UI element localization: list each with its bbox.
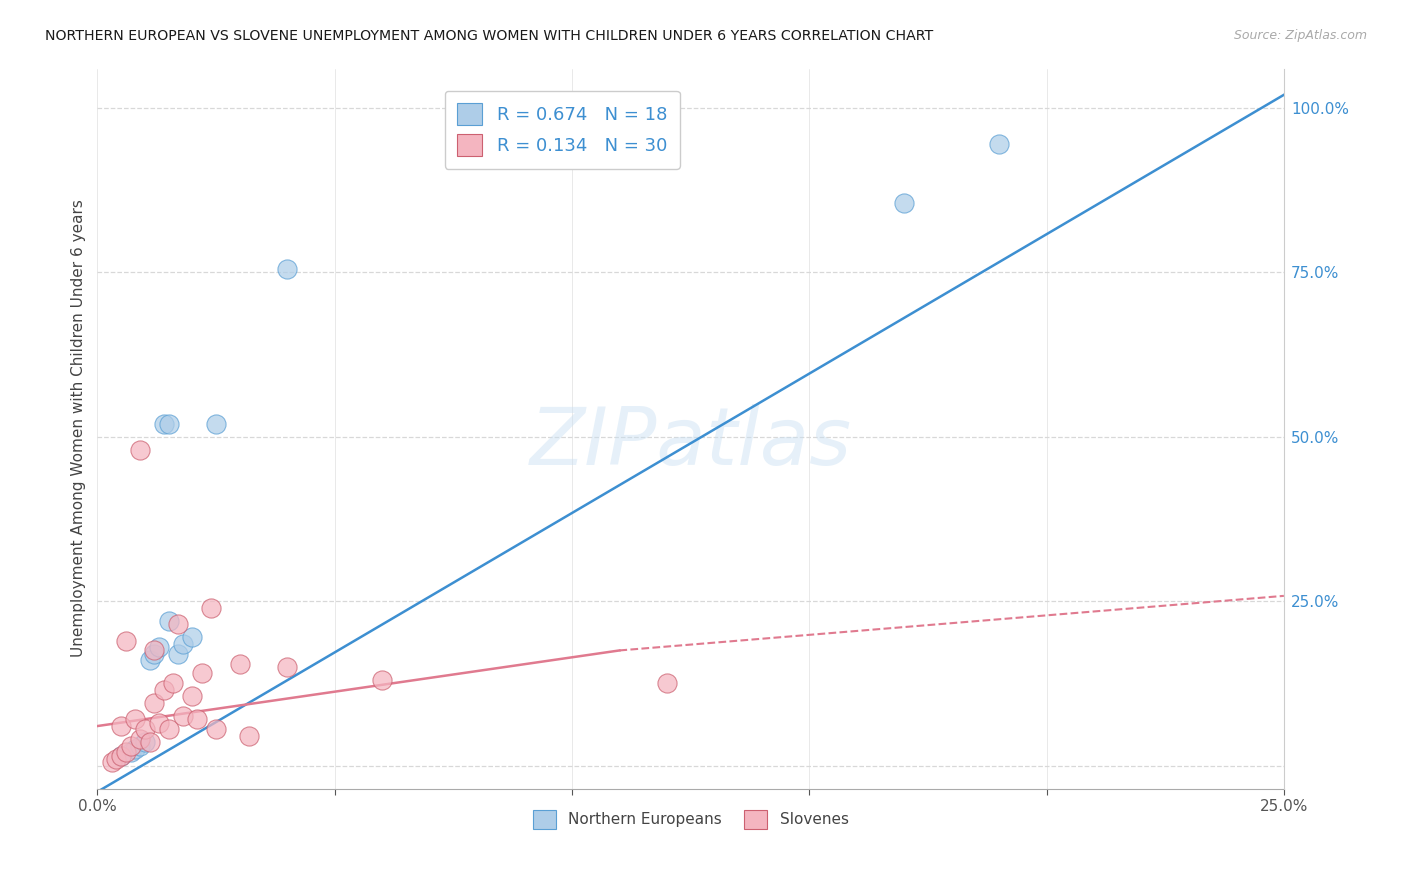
Point (162, 676, 184, 690)
Point (157, 614, 180, 628)
Text: Source: ZipAtlas.com: Source: ZipAtlas.com (1233, 29, 1367, 42)
Legend: Northern Europeans, Slovenes: Northern Europeans, Slovenes (526, 804, 855, 835)
Point (371, 673, 394, 687)
Point (229, 657, 252, 671)
Point (152, 417, 174, 431)
Point (238, 729, 260, 743)
Point (988, 137, 1011, 152)
Point (191, 666, 214, 681)
Point (110, 719, 132, 733)
Point (157, 417, 180, 431)
Point (276, 660, 298, 674)
Point (110, 748, 132, 763)
Point (172, 709, 194, 723)
Point (143, 696, 166, 710)
Point (138, 735, 160, 749)
Point (186, 713, 208, 727)
Point (167, 617, 190, 632)
Point (129, 739, 152, 753)
Point (124, 713, 146, 727)
Point (148, 715, 170, 730)
Point (276, 262, 298, 277)
Point (181, 630, 204, 644)
Point (110, 748, 132, 763)
Point (205, 723, 228, 737)
Point (134, 735, 156, 749)
Point (114, 633, 136, 648)
Point (893, 196, 915, 211)
Point (129, 442, 152, 457)
Point (124, 742, 146, 756)
Point (138, 653, 160, 667)
Point (114, 745, 136, 759)
Point (143, 647, 166, 661)
Point (134, 723, 156, 737)
Text: ZIPatlas: ZIPatlas (530, 404, 852, 482)
Point (205, 417, 228, 431)
Point (152, 682, 174, 697)
Point (655, 676, 678, 690)
Point (100, 756, 122, 770)
Point (200, 600, 222, 615)
Point (120, 739, 142, 753)
Point (167, 647, 190, 661)
Point (172, 637, 194, 651)
Point (157, 723, 180, 737)
Point (181, 690, 204, 704)
Point (120, 745, 142, 759)
Y-axis label: Unemployment Among Women with Children Under 6 years: Unemployment Among Women with Children U… (72, 200, 86, 657)
Point (143, 643, 166, 657)
Text: NORTHERN EUROPEAN VS SLOVENE UNEMPLOYMENT AMONG WOMEN WITH CHILDREN UNDER 6 YEAR: NORTHERN EUROPEAN VS SLOVENE UNEMPLOYMEN… (45, 29, 934, 43)
Point (148, 640, 170, 655)
Point (129, 732, 152, 747)
Point (105, 752, 128, 766)
